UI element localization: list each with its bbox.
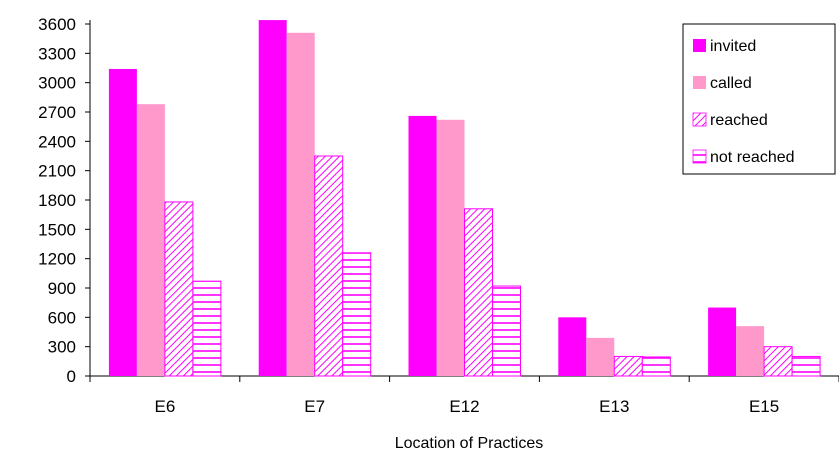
y-tick-label: 1200 (38, 250, 76, 269)
bar-not-reached-E15 (791, 355, 821, 377)
x-axis: E6 E7 E12 E13 E15 (89, 375, 839, 416)
y-tick-label: 1500 (38, 220, 76, 239)
bar-called-E15 (736, 326, 765, 376)
bar-not-reached-E12 (492, 285, 521, 377)
bar-invited-E7 (258, 20, 287, 376)
legend-label: reached (710, 112, 768, 129)
bar-not-reached-E6 (192, 280, 222, 377)
bar-invited-E12 (408, 115, 437, 377)
legend-box (682, 23, 836, 175)
y-tick-label: 0 (67, 367, 76, 386)
bar-called-E7 (286, 32, 315, 377)
y-tick-label: 2100 (38, 162, 76, 181)
bars (108, 20, 821, 377)
bar-reached-E13 (613, 355, 643, 377)
bar-called-E13 (586, 337, 615, 376)
bar-called-E6 (136, 104, 165, 376)
bar-reached-E7 (314, 155, 344, 377)
x-axis-title: Location of Practices (395, 435, 544, 452)
bar-invited-E13 (558, 317, 587, 376)
y-tick-label: 1800 (38, 191, 76, 210)
y-tick-label: 2400 (38, 132, 76, 151)
legend-swatch (693, 39, 706, 52)
y-tick-label: 3300 (38, 44, 76, 63)
bar-reached-E15 (763, 346, 793, 377)
category-label: E13 (599, 397, 629, 416)
category-label: E7 (304, 397, 325, 416)
bar-not-reached-E13 (641, 356, 671, 377)
y-tick-label: 300 (48, 338, 76, 357)
y-tick-label: 900 (48, 279, 76, 298)
bar-invited-E15 (708, 307, 737, 376)
category-label: E12 (449, 397, 479, 416)
y-tick-label: 3000 (38, 74, 76, 93)
legend-swatch (692, 112, 707, 127)
bar-invited-E6 (108, 68, 137, 376)
bar-reached-E12 (464, 208, 493, 377)
bar-reached-E6 (164, 201, 194, 377)
legend-label: called (710, 75, 752, 92)
bar-called-E12 (436, 119, 465, 377)
y-axis: 0 300 600 900 1200 1500 1800 2100 2400 2700 3000 33… (38, 15, 91, 386)
y-tick-label: 3600 (38, 15, 76, 34)
legend-label: invited (710, 38, 756, 55)
y-tick-label: 600 (48, 308, 76, 327)
y-tick-label: 2700 (38, 103, 76, 122)
category-label: E6 (155, 397, 176, 416)
legend-label: not reached (710, 149, 795, 166)
legend: invited called reached not reached (682, 23, 836, 175)
legend-swatch (692, 149, 707, 164)
category-label: E15 (749, 397, 779, 416)
bar-not-reached-E7 (342, 252, 372, 377)
legend-swatch (693, 76, 706, 89)
